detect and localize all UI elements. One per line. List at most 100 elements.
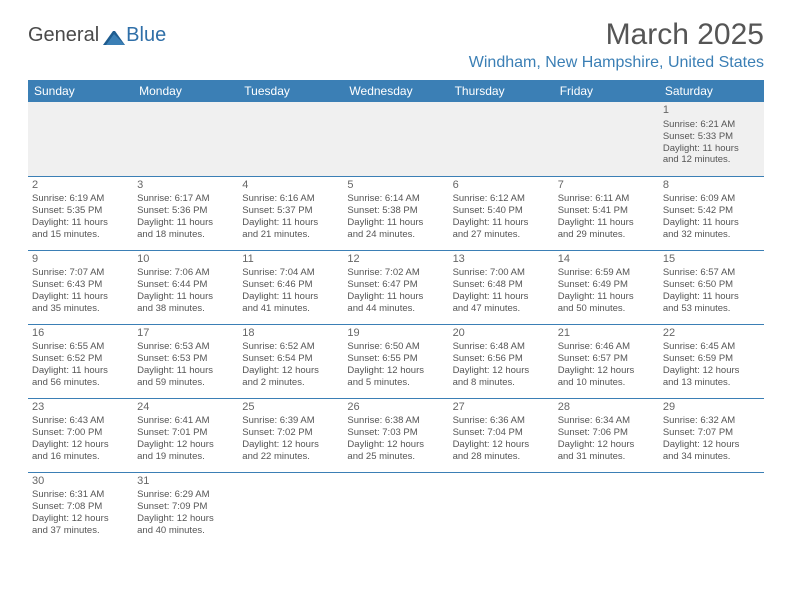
calendar-cell: 1Sunrise: 6:21 AMSunset: 5:33 PMDaylight…: [659, 102, 764, 176]
sunrise-text: Sunrise: 6:17 AM: [137, 193, 234, 205]
day-number: 5: [347, 179, 444, 193]
sunset-text: Sunset: 6:49 PM: [558, 279, 655, 291]
daylight-text: and 13 minutes.: [663, 377, 760, 389]
sunrise-text: Sunrise: 6:59 AM: [558, 267, 655, 279]
calendar-cell: 18Sunrise: 6:52 AMSunset: 6:54 PMDayligh…: [238, 324, 343, 398]
calendar-cell: 25Sunrise: 6:39 AMSunset: 7:02 PMDayligh…: [238, 398, 343, 472]
calendar-cell: 17Sunrise: 6:53 AMSunset: 6:53 PMDayligh…: [133, 324, 238, 398]
daylight-text: Daylight: 11 hours: [558, 217, 655, 229]
calendar-cell: 7Sunrise: 6:11 AMSunset: 5:41 PMDaylight…: [554, 176, 659, 250]
sunrise-text: Sunrise: 6:32 AM: [663, 415, 760, 427]
daylight-text: Daylight: 11 hours: [347, 291, 444, 303]
calendar-cell: 2Sunrise: 6:19 AMSunset: 5:35 PMDaylight…: [28, 176, 133, 250]
daylight-text: and 40 minutes.: [137, 525, 234, 537]
day-number: 15: [663, 253, 760, 267]
day-number: 26: [347, 401, 444, 415]
sunset-text: Sunset: 6:44 PM: [137, 279, 234, 291]
calendar-row: 9Sunrise: 7:07 AMSunset: 6:43 PMDaylight…: [28, 250, 764, 324]
sunrise-text: Sunrise: 6:16 AM: [242, 193, 339, 205]
daylight-text: Daylight: 12 hours: [242, 365, 339, 377]
sunset-text: Sunset: 6:47 PM: [347, 279, 444, 291]
sunrise-text: Sunrise: 6:36 AM: [453, 415, 550, 427]
calendar-cell: 12Sunrise: 7:02 AMSunset: 6:47 PMDayligh…: [343, 250, 448, 324]
daylight-text: and 44 minutes.: [347, 303, 444, 315]
sunset-text: Sunset: 7:04 PM: [453, 427, 550, 439]
sunrise-text: Sunrise: 6:39 AM: [242, 415, 339, 427]
day-header: Tuesday: [238, 80, 343, 102]
sunset-text: Sunset: 5:35 PM: [32, 205, 129, 217]
calendar-row: 2Sunrise: 6:19 AMSunset: 5:35 PMDaylight…: [28, 176, 764, 250]
day-number: 27: [453, 401, 550, 415]
daylight-text: Daylight: 12 hours: [453, 439, 550, 451]
day-number: 31: [137, 475, 234, 489]
sunset-text: Sunset: 5:33 PM: [663, 131, 760, 143]
daylight-text: Daylight: 11 hours: [663, 217, 760, 229]
day-number: 20: [453, 327, 550, 341]
sunset-text: Sunset: 6:46 PM: [242, 279, 339, 291]
calendar-cell: 9Sunrise: 7:07 AMSunset: 6:43 PMDaylight…: [28, 250, 133, 324]
calendar-row: 16Sunrise: 6:55 AMSunset: 6:52 PMDayligh…: [28, 324, 764, 398]
daylight-text: Daylight: 12 hours: [137, 439, 234, 451]
day-number: 3: [137, 179, 234, 193]
calendar-cell: 30Sunrise: 6:31 AMSunset: 7:08 PMDayligh…: [28, 472, 133, 546]
daylight-text: Daylight: 11 hours: [137, 217, 234, 229]
day-number: 30: [32, 475, 129, 489]
daylight-text: and 5 minutes.: [347, 377, 444, 389]
daylight-text: and 56 minutes.: [32, 377, 129, 389]
day-number: 19: [347, 327, 444, 341]
day-header: Thursday: [449, 80, 554, 102]
day-number: 10: [137, 253, 234, 267]
day-number: 22: [663, 327, 760, 341]
day-number: 29: [663, 401, 760, 415]
sunrise-text: Sunrise: 6:31 AM: [32, 489, 129, 501]
day-number: 9: [32, 253, 129, 267]
calendar-cell: [238, 472, 343, 546]
sunset-text: Sunset: 7:09 PM: [137, 501, 234, 513]
day-number: 25: [242, 401, 339, 415]
sunset-text: Sunset: 7:01 PM: [137, 427, 234, 439]
sunset-text: Sunset: 6:55 PM: [347, 353, 444, 365]
daylight-text: and 19 minutes.: [137, 451, 234, 463]
daylight-text: Daylight: 11 hours: [242, 291, 339, 303]
sunrise-text: Sunrise: 6:43 AM: [32, 415, 129, 427]
calendar-cell: [554, 102, 659, 176]
daylight-text: and 16 minutes.: [32, 451, 129, 463]
sunrise-text: Sunrise: 6:12 AM: [453, 193, 550, 205]
sunset-text: Sunset: 6:52 PM: [32, 353, 129, 365]
daylight-text: Daylight: 12 hours: [32, 513, 129, 525]
sunrise-text: Sunrise: 7:04 AM: [242, 267, 339, 279]
sunrise-text: Sunrise: 6:46 AM: [558, 341, 655, 353]
sunrise-text: Sunrise: 6:38 AM: [347, 415, 444, 427]
sunset-text: Sunset: 6:57 PM: [558, 353, 655, 365]
calendar-cell: [659, 472, 764, 546]
calendar-row: 23Sunrise: 6:43 AMSunset: 7:00 PMDayligh…: [28, 398, 764, 472]
daylight-text: and 32 minutes.: [663, 229, 760, 241]
day-number: 18: [242, 327, 339, 341]
daylight-text: Daylight: 11 hours: [558, 291, 655, 303]
calendar-cell: 4Sunrise: 6:16 AMSunset: 5:37 PMDaylight…: [238, 176, 343, 250]
daylight-text: and 38 minutes.: [137, 303, 234, 315]
day-header: Saturday: [659, 80, 764, 102]
sunset-text: Sunset: 5:40 PM: [453, 205, 550, 217]
calendar-cell: 29Sunrise: 6:32 AMSunset: 7:07 PMDayligh…: [659, 398, 764, 472]
calendar-cell: 15Sunrise: 6:57 AMSunset: 6:50 PMDayligh…: [659, 250, 764, 324]
daylight-text: and 27 minutes.: [453, 229, 550, 241]
sunset-text: Sunset: 5:36 PM: [137, 205, 234, 217]
sunset-text: Sunset: 5:42 PM: [663, 205, 760, 217]
daylight-text: and 28 minutes.: [453, 451, 550, 463]
calendar-row: 30Sunrise: 6:31 AMSunset: 7:08 PMDayligh…: [28, 472, 764, 546]
daylight-text: and 15 minutes.: [32, 229, 129, 241]
sunrise-text: Sunrise: 6:57 AM: [663, 267, 760, 279]
calendar-cell: 20Sunrise: 6:48 AMSunset: 6:56 PMDayligh…: [449, 324, 554, 398]
daylight-text: Daylight: 11 hours: [453, 291, 550, 303]
daylight-text: and 2 minutes.: [242, 377, 339, 389]
month-title: March 2025: [469, 18, 764, 52]
daylight-text: and 22 minutes.: [242, 451, 339, 463]
sunrise-text: Sunrise: 6:55 AM: [32, 341, 129, 353]
location: Windham, New Hampshire, United States: [469, 54, 764, 72]
daylight-text: Daylight: 11 hours: [453, 217, 550, 229]
sunrise-text: Sunrise: 7:06 AM: [137, 267, 234, 279]
day-number: 23: [32, 401, 129, 415]
calendar-cell: 11Sunrise: 7:04 AMSunset: 6:46 PMDayligh…: [238, 250, 343, 324]
day-number: 14: [558, 253, 655, 267]
